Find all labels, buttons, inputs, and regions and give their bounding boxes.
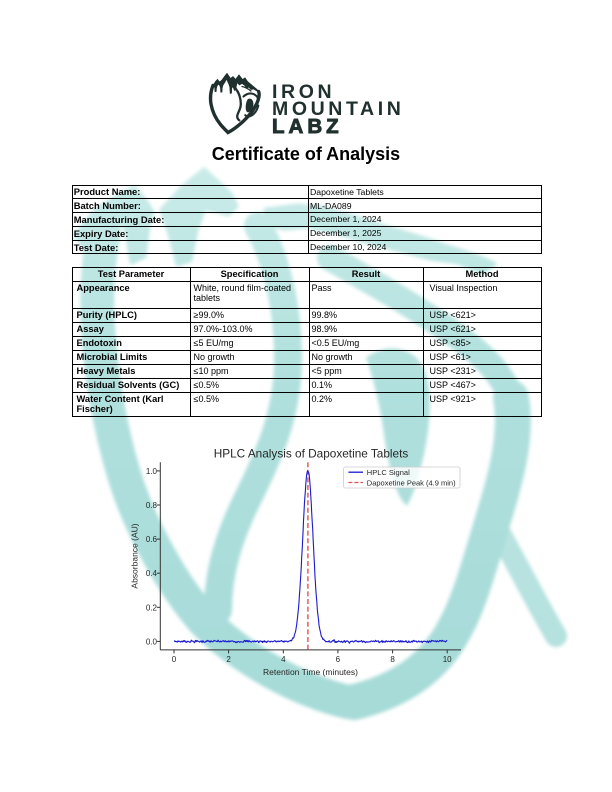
svg-text:8: 8 <box>390 655 395 664</box>
svg-text:4: 4 <box>281 655 286 664</box>
svg-text:1.0: 1.0 <box>146 467 158 476</box>
svg-text:Absorbance (AU): Absorbance (AU) <box>130 523 140 588</box>
svg-text:0.6: 0.6 <box>146 535 158 544</box>
svg-text:Dapoxetine Peak (4.9 min): Dapoxetine Peak (4.9 min) <box>367 478 456 487</box>
svg-text:0.2: 0.2 <box>146 603 158 612</box>
svg-text:10: 10 <box>443 655 452 664</box>
svg-text:HPLC Signal: HPLC Signal <box>367 468 410 477</box>
svg-text:0: 0 <box>172 655 177 664</box>
svg-text:2: 2 <box>226 655 231 664</box>
svg-text:0.0: 0.0 <box>146 637 158 646</box>
svg-text:0.4: 0.4 <box>146 569 158 578</box>
svg-text:HPLC Analysis of Dapoxetine Ta: HPLC Analysis of Dapoxetine Tablets <box>214 447 409 461</box>
svg-text:0.8: 0.8 <box>146 501 158 510</box>
svg-text:Retention Time (minutes): Retention Time (minutes) <box>263 667 358 677</box>
svg-text:6: 6 <box>336 655 341 664</box>
